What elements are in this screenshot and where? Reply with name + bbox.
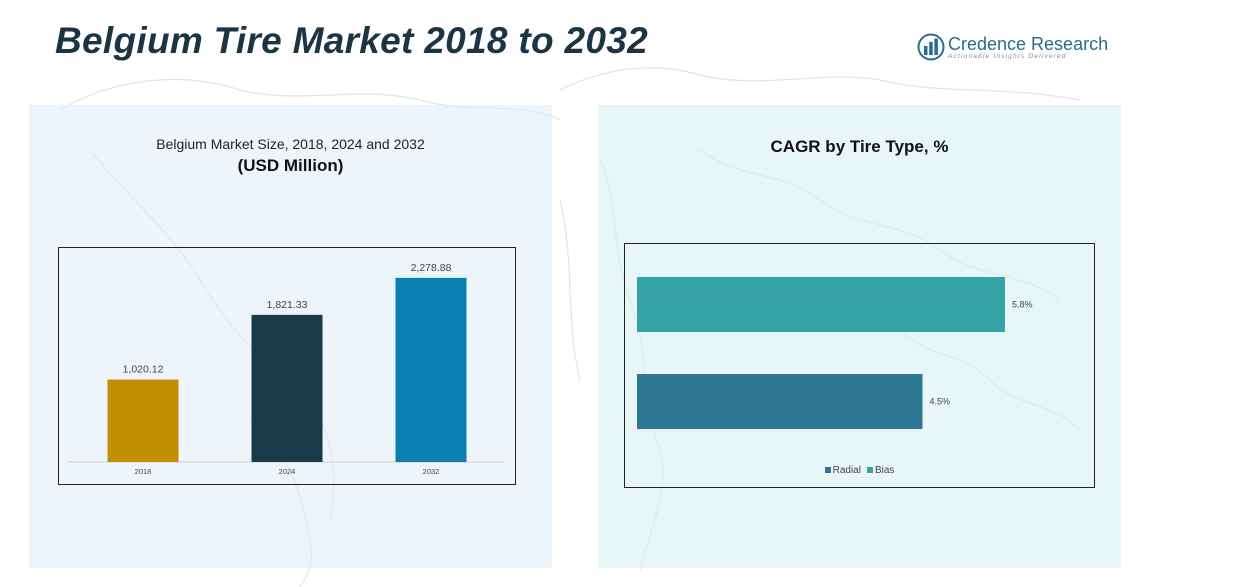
x-tick-label-2024: 2024 (279, 467, 296, 476)
cagr-chart-frame: 5.8% 4.5% Radial Bias (624, 243, 1095, 488)
bar-chart-logo-icon (917, 33, 945, 61)
bar-value-label-2024: 1,821.33 (267, 299, 308, 311)
cagr-legend: Radial Bias (625, 465, 1094, 476)
legend-label-bias: Bias (874, 465, 895, 476)
bar-radial (637, 374, 923, 429)
logo-name: Credence Research (948, 34, 1108, 55)
bar-2018 (107, 379, 179, 462)
x-tick-label-2032: 2032 (423, 467, 440, 476)
bar-value-label-radial: 4.5% (929, 397, 950, 407)
legend-swatch-radial (824, 467, 831, 474)
cagr-horizontal-bar-chart: 5.8% 4.5% (637, 277, 1033, 429)
bar-2032 (395, 277, 467, 462)
bar-value-label-2018: 1,020.12 (123, 364, 164, 376)
logo-tagline: Actionable Insights Delivered (948, 53, 1067, 60)
bar-bias (637, 277, 1005, 332)
bar-value-label-bias: 5.8% (1012, 300, 1033, 310)
market-size-unit-label: (USD Million) (237, 156, 344, 175)
market-size-chart-title: Belgium Market Size, 2018, 2024 and 2032 (156, 136, 425, 152)
cagr-chart-title: CAGR by Tire Type, % (770, 137, 949, 156)
page-title: Belgium Tire Market 2018 to 2032 (55, 20, 648, 61)
cagr-panel: CAGR by Tire Type, % 5.8% 4.5% Radial Bias (598, 105, 1121, 568)
x-tick-label-2018: 2018 (135, 467, 152, 476)
logo-name-part1: Credence (948, 34, 1027, 54)
bar-2024 (251, 314, 323, 462)
market-size-panel: Belgium Market Size, 2018, 2024 and 2032… (29, 105, 552, 568)
legend-swatch-bias (866, 467, 873, 474)
legend-item-bias: Bias (866, 465, 895, 476)
legend-item-radial: Radial (824, 465, 861, 476)
logo-name-part2: Research (1026, 34, 1109, 54)
market-size-bar-chart: 1,020.12 2018 1,821.33 2024 2,278.88 2032 (69, 262, 505, 476)
company-logo: Credence Research Actionable Insights De… (917, 33, 1108, 63)
legend-label-radial: Radial (832, 465, 861, 476)
market-size-chart-frame: 1,020.12 2018 1,821.33 2024 2,278.88 2032 (58, 247, 516, 485)
bar-value-label-2032: 2,278.88 (411, 262, 452, 274)
